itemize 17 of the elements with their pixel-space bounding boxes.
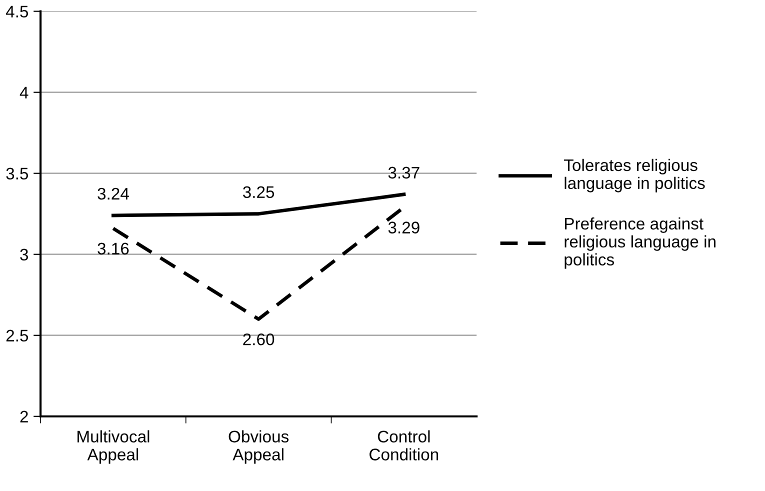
y-tick-label: 3 xyxy=(20,248,28,261)
y-tick-label: 2 xyxy=(20,410,28,422)
x-tick-label: Control Condition xyxy=(370,430,438,460)
data-label: 3.24 xyxy=(98,188,129,200)
data-label: 3.29 xyxy=(388,222,420,234)
data-label: 3.37 xyxy=(388,166,420,179)
y-tick-label: 2.5 xyxy=(6,330,28,342)
x-tick-label: Obvious Appeal xyxy=(228,430,289,464)
y-tick-label: 3.5 xyxy=(6,168,28,180)
data-label: 3.25 xyxy=(242,186,274,198)
x-tick-label: Multivocal Appeal xyxy=(78,430,150,464)
data-label: 3.16 xyxy=(98,242,129,255)
legend-label: Tolerates religious language in politics xyxy=(564,158,705,192)
legend-label: Preference against religious language in politics xyxy=(564,217,716,269)
data-label: 2.60 xyxy=(243,333,274,346)
y-tick-label: 4.5 xyxy=(6,6,28,18)
y-tick-label: 4 xyxy=(20,86,28,98)
